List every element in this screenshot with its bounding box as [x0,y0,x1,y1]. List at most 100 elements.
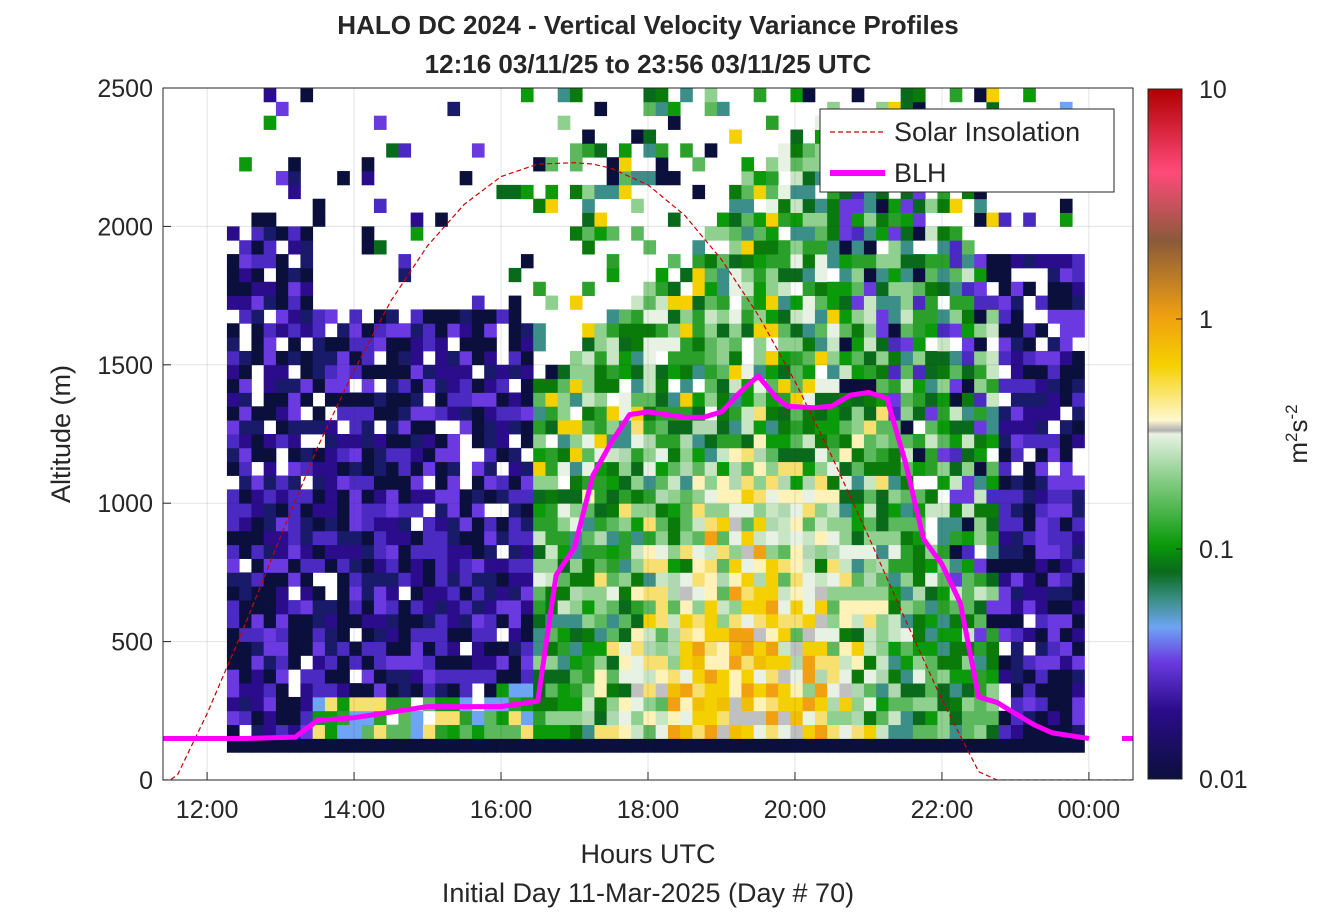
heatmap-cell [839,544,853,559]
heatmap-cell [312,503,326,518]
heatmap-cell [1035,434,1049,449]
heatmap-cell [288,281,301,296]
heatmap-cell [582,600,595,615]
heatmap-cell [545,392,559,407]
heatmap-cell [1072,489,1085,504]
heatmap-cell [300,738,314,753]
heatmap-cell [545,655,559,670]
heatmap-cell [1035,406,1049,421]
heatmap-cell [680,544,693,559]
heatmap-cell [361,337,375,352]
heatmap-cell [729,683,742,698]
heatmap-cell [459,392,473,407]
heatmap-cell [753,184,767,200]
heatmap-cell [827,613,840,629]
heatmap-cell [226,627,240,642]
heatmap-cell [998,295,1012,310]
heatmap-cell [925,683,938,698]
heatmap-cell [802,530,816,546]
heatmap-cell [263,364,277,380]
heatmap-cell [275,655,289,670]
heatmap-cell [1035,683,1049,698]
heatmap-cell [851,281,865,296]
heatmap-cell [1072,434,1085,449]
heatmap-cell [741,558,755,573]
heatmap-cell [949,489,963,504]
heatmap-cell [263,337,277,352]
heatmap-cell [1035,655,1049,670]
heatmap-cell [814,323,828,338]
heatmap-cell [1059,420,1073,435]
heatmap-cell [716,447,730,463]
heatmap-cell [1010,295,1024,310]
heatmap-cell [226,600,240,615]
y-tick-label: 0 [139,767,153,795]
heatmap-cell [937,434,951,449]
heatmap-cell [459,406,473,421]
heatmap-cell [337,461,350,476]
heatmap-cell [900,392,914,407]
heatmap-cell [594,212,608,227]
heatmap-cell [520,420,534,435]
heatmap-cell [606,655,620,670]
heatmap-cell [435,572,448,587]
heatmap-cell [667,710,681,726]
heatmap-cell [1047,281,1061,296]
heatmap-cell [778,267,791,283]
heatmap-cell [594,406,608,421]
heatmap-cell [900,558,914,573]
heatmap-cell [631,489,644,504]
heatmap-cell [802,447,816,463]
heatmap-cell [741,696,755,712]
heatmap-cell [471,641,485,656]
heatmap-cell [802,226,816,241]
heatmap-cell [410,489,424,504]
heatmap-cell [239,627,252,642]
heatmap-cell [998,600,1012,615]
heatmap-cell [263,88,277,103]
heatmap-cell [275,600,289,615]
heatmap-cell [410,337,424,352]
heatmap-cell [998,254,1012,269]
heatmap-cell [226,544,240,559]
heatmap-cell [410,600,424,615]
heatmap-cell [398,489,412,504]
heatmap-cell [643,530,657,546]
heatmap-cell [300,447,314,463]
heatmap-cell [459,337,473,352]
chart-title: HALO DC 2024 - Vertical Velocity Varianc… [337,10,958,40]
heatmap-cell [386,696,399,712]
heatmap-cell [324,350,338,366]
heatmap-cell [974,724,987,739]
heatmap-cell [263,323,277,338]
heatmap-cell [741,364,755,380]
heatmap-cell [643,447,657,463]
heatmap-cell [790,350,804,366]
heatmap-cell [1023,378,1036,393]
heatmap-cell [851,420,865,435]
heatmap-cell [312,323,326,338]
heatmap-cell [912,683,926,698]
heatmap-cell [618,572,632,587]
heatmap-cell [324,558,338,573]
heatmap-cell [814,420,828,435]
heatmap-cell [692,655,706,670]
heatmap-cell [863,226,877,241]
heatmap-cell [1072,406,1085,421]
heatmap-cell [569,350,583,366]
heatmap-cell [582,184,595,200]
heatmap-cell [422,406,436,421]
heatmap-cell [814,350,828,366]
heatmap-cell [1072,544,1085,559]
heatmap-cell [361,517,375,532]
heatmap-cell [618,613,632,629]
heatmap-cell [435,655,448,670]
heatmap-cell [447,544,461,559]
heatmap-cell [569,461,583,476]
heatmap-cell [827,558,840,573]
heatmap-cell [680,683,693,698]
heatmap-cell [1047,447,1061,463]
heatmap-cell [435,406,448,421]
heatmap-cell [251,323,265,338]
heatmap-cell [753,627,767,642]
